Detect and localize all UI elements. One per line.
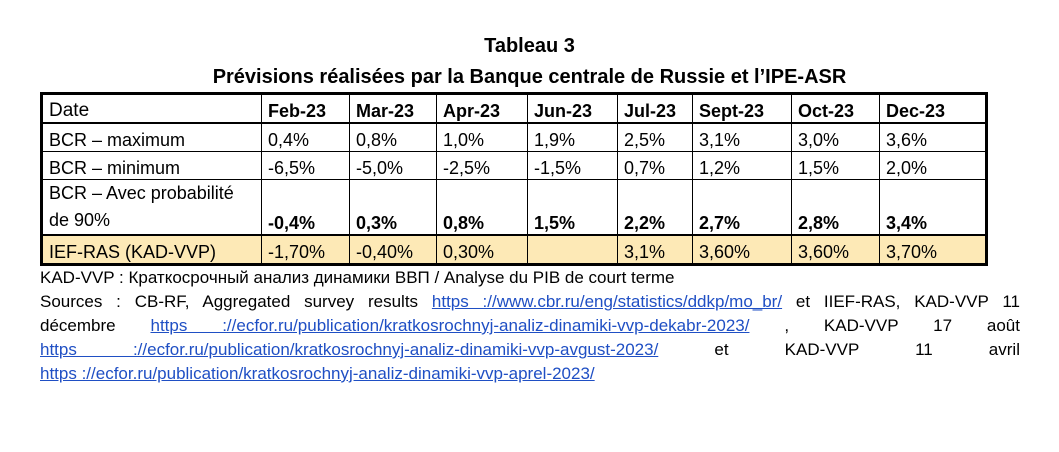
header-cell: Feb-23 [261, 93, 350, 124]
august-line: https ://ecfor.ru/publication/kratkosroc… [40, 338, 1020, 362]
table-cell: 3,1% [617, 234, 693, 265]
table-cell: 1,9% [527, 122, 618, 152]
table-cell: 3,4% [879, 179, 987, 236]
april-text: et KAD-VVP 11 avril [714, 340, 1020, 359]
table-cell: -5,0% [349, 151, 437, 180]
table-row: BCR – minimum -6,5% -5,0% -2,5% -1,5% 0,… [41, 151, 987, 180]
table-cell: 3,6% [879, 122, 987, 152]
forecast-table: Date Feb-23 Mar-23 Apr-23 Jun-23 Jul-23 … [40, 92, 988, 266]
table-cell: 0,3% [349, 179, 437, 236]
table-cell: -2,5% [436, 151, 528, 180]
table-row: BCR – maximum 0,4% 0,8% 1,0% 1,9% 2,5% 3… [41, 122, 987, 152]
header-cell: Sept-23 [692, 93, 792, 124]
april-line: https ://ecfor.ru/publication/kratkosroc… [40, 362, 1020, 386]
table-row: BCR – Avec probabilité de 90% -0,4% 0,3%… [41, 179, 987, 236]
cbr-link[interactable]: https ://www.cbr.ru/eng/statistics/ddkp/… [431, 292, 783, 311]
table-cell: 1,5% [791, 151, 880, 180]
table-cell: -1,5% [527, 151, 618, 180]
table-cell: 1,2% [692, 151, 792, 180]
sources-prefix: Sources : CB-RF, Aggregated survey resul… [40, 292, 419, 311]
table-cell: 0,8% [436, 179, 528, 236]
header-cell: Jun-23 [527, 93, 618, 124]
row-label: BCR – Avec probabilité de 90% [41, 179, 262, 236]
december-line: décembre https ://ecfor.ru/publication/k… [40, 314, 1020, 338]
table-cell: 0,7% [617, 151, 693, 180]
table-cell: 3,1% [692, 122, 792, 152]
row-label: BCR – maximum [41, 122, 262, 152]
december-word: décembre [40, 316, 116, 335]
table-cell: 3,70% [879, 234, 987, 265]
header-cell: Dec-23 [879, 93, 987, 124]
table-cell: 2,8% [791, 179, 880, 236]
table-cell: 2,2% [617, 179, 693, 236]
table-cell [527, 234, 618, 265]
table-cell: -1,70% [261, 234, 350, 265]
table-cell: 0,4% [261, 122, 350, 152]
header-cell: Oct-23 [791, 93, 880, 124]
sources-line: Sources : CB-RF, Aggregated survey resul… [40, 290, 1020, 314]
table-cell: 2,0% [879, 151, 987, 180]
august-text: , KAD-VVP 17 août [784, 316, 1020, 335]
table-cell: 2,5% [617, 122, 693, 152]
table-cell: 2,7% [692, 179, 792, 236]
table-cell: 1,5% [527, 179, 618, 236]
sources-mid: et IIEF-RAS, KAD-VVP 11 [795, 292, 1021, 311]
table-header-row: Date Feb-23 Mar-23 Apr-23 Jun-23 Jul-23 … [41, 93, 987, 124]
table-subtitle: Prévisions réalisées par la Banque centr… [212, 66, 847, 88]
april-link[interactable]: https ://ecfor.ru/publication/kratkosroc… [40, 364, 595, 383]
table-cell: -6,5% [261, 151, 350, 180]
table-cell: 3,0% [791, 122, 880, 152]
august-link[interactable]: https ://ecfor.ru/publication/kratkosroc… [40, 340, 659, 359]
table-title: Tableau 3 [484, 35, 575, 57]
table-cell: -0,40% [349, 234, 437, 265]
header-cell: Jul-23 [617, 93, 693, 124]
kad-definition: KAD-VVP : Краткосрочный анализ динамики … [40, 268, 675, 287]
december-link[interactable]: https ://ecfor.ru/publication/kratkosroc… [150, 316, 750, 335]
table-cell: 3,60% [692, 234, 792, 265]
table-cell: 0,8% [349, 122, 437, 152]
row-label: BCR – minimum [41, 151, 262, 180]
table-cell: 1,0% [436, 122, 528, 152]
header-cell: Mar-23 [349, 93, 437, 124]
row-label: IEF-RAS (KAD-VVP) [41, 234, 262, 265]
header-cell: Date [41, 93, 262, 124]
table-cell: -0,4% [261, 179, 350, 236]
header-cell: Apr-23 [436, 93, 528, 124]
table-cell: 0,30% [436, 234, 528, 265]
source-notes: KAD-VVP : Краткосрочный анализ динамики … [40, 266, 1020, 386]
table-row-highlighted: IEF-RAS (KAD-VVP) -1,70% -0,40% 0,30% 3,… [41, 234, 987, 265]
table-cell: 3,60% [791, 234, 880, 265]
